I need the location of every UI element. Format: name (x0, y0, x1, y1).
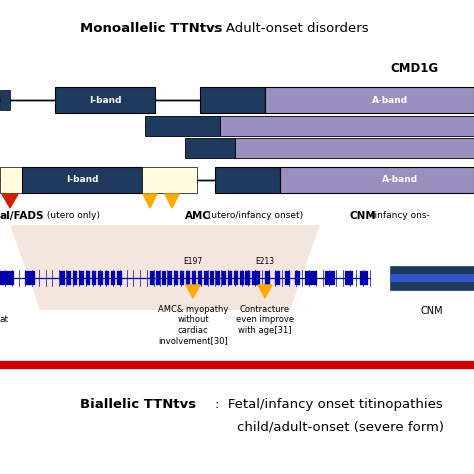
Text: A-band: A-band (382, 175, 418, 184)
Polygon shape (2, 194, 18, 208)
Bar (345, 271, 353, 285)
Bar (204, 271, 208, 285)
Text: :  Adult-onset disorders: : Adult-onset disorders (213, 22, 369, 35)
Bar (0, 167, 22, 193)
Text: CNM: CNM (421, 306, 443, 316)
Bar (67, 271, 71, 285)
Bar (295, 271, 300, 285)
Bar (234, 271, 238, 285)
Text: (utero/infancy onset): (utero/infancy onset) (205, 211, 303, 220)
Bar (255, 271, 260, 285)
Text: A-band: A-band (372, 95, 408, 104)
Bar (215, 167, 280, 193)
Text: :  Fetal/infancy onset titinopathies: : Fetal/infancy onset titinopathies (215, 398, 443, 411)
Bar (0, 271, 14, 285)
Polygon shape (10, 225, 320, 310)
Bar (390, 274, 474, 282)
Polygon shape (186, 285, 200, 298)
Bar (246, 271, 250, 285)
Text: CNM: CNM (350, 211, 377, 221)
Bar (200, 87, 265, 113)
Bar (192, 271, 196, 285)
Bar (55, 87, 155, 113)
Bar (228, 271, 232, 285)
Bar (220, 116, 474, 136)
Bar (111, 271, 115, 285)
Bar (265, 87, 474, 113)
Bar (222, 271, 226, 285)
Bar (252, 271, 256, 285)
Bar (73, 271, 77, 285)
Bar (117, 271, 122, 285)
Text: at: at (0, 316, 9, 325)
Bar (79, 271, 84, 285)
Bar (145, 116, 220, 136)
Bar (265, 271, 270, 285)
Text: Biallelic TTNtvs: Biallelic TTNtvs (80, 398, 196, 411)
Bar (325, 271, 335, 285)
Bar (156, 271, 160, 285)
Bar (92, 271, 96, 285)
Text: AMC: AMC (185, 211, 211, 221)
Bar (305, 271, 317, 285)
Text: Contracture
even improve
with age[31]: Contracture even improve with age[31] (236, 305, 294, 335)
Bar (275, 271, 280, 285)
Bar (185, 138, 235, 158)
Bar (390, 266, 474, 290)
Bar (25, 271, 35, 285)
Text: I-band: I-band (66, 175, 98, 184)
Text: CMD1G: CMD1G (390, 62, 438, 74)
Bar (150, 271, 154, 285)
Bar (280, 167, 474, 193)
Bar (210, 271, 214, 285)
Text: AMC& myopathy
without
cardiac
involvement[30]: AMC& myopathy without cardiac involvemen… (158, 305, 228, 345)
Polygon shape (143, 194, 157, 208)
Text: (infancy ons-: (infancy ons- (371, 211, 430, 220)
Bar (180, 271, 184, 285)
Text: I-band: I-band (89, 95, 121, 104)
Bar (285, 271, 290, 285)
Bar (216, 271, 220, 285)
Bar (245, 271, 250, 285)
Bar (22, 167, 142, 193)
Bar (235, 138, 474, 158)
Bar (240, 271, 244, 285)
Bar (142, 167, 197, 193)
Bar (186, 271, 190, 285)
Bar (174, 271, 178, 285)
Text: E213: E213 (255, 257, 274, 266)
Bar (86, 271, 90, 285)
Polygon shape (165, 194, 179, 208)
Text: (utero only): (utero only) (44, 211, 100, 220)
Bar (168, 271, 172, 285)
Bar (162, 271, 166, 285)
Text: E197: E197 (183, 257, 202, 266)
Bar (0, 90, 10, 110)
Text: al/FADS: al/FADS (0, 211, 45, 221)
Bar (105, 271, 109, 285)
Bar (360, 271, 368, 285)
Bar (198, 271, 202, 285)
Text: Monoallelic TTNtvs: Monoallelic TTNtvs (80, 22, 222, 35)
Bar (98, 271, 103, 285)
Polygon shape (258, 285, 272, 298)
Text: child/adult-onset (severe form): child/adult-onset (severe form) (237, 420, 444, 433)
Bar (60, 271, 65, 285)
